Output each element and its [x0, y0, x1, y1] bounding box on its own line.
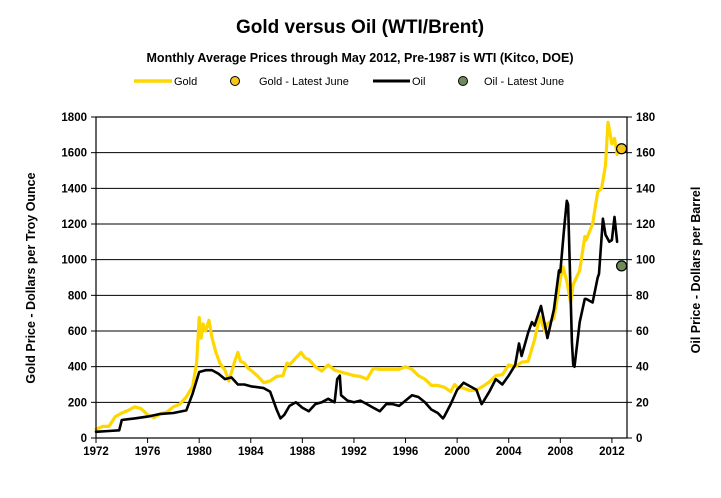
x-axis-ticks: 1972 1976 1980 1984 1988 1992 1996 2000 2004 2008… [83, 438, 625, 458]
x-tick-label: 1976 [135, 446, 161, 458]
left-tick-label: 1000 [61, 255, 87, 267]
x-tick-label: 1988 [290, 446, 316, 458]
chart-subtitle: Monthly Average Prices through May 2012,… [147, 51, 574, 65]
x-tick-label: 1996 [393, 446, 419, 458]
legend-gold-label: Gold [174, 76, 197, 88]
left-tick-label: 1200 [61, 219, 87, 231]
left-tick-label: 1800 [61, 112, 87, 124]
left-tick-label: 600 [68, 326, 87, 338]
x-tick-label: 2000 [444, 446, 470, 458]
left-tick-label: 1600 [61, 148, 87, 160]
gridlines [96, 152, 627, 403]
legend: Gold Gold - Latest June Oil Oil - Latest… [134, 76, 564, 88]
x-tick-label: 1984 [238, 446, 264, 458]
plot-area [95, 116, 628, 439]
x-tick-label: 2004 [496, 446, 522, 458]
right-tick-label: 180 [636, 112, 655, 124]
right-tick-label: 80 [636, 290, 649, 302]
left-axis-ticks: 0 200 400 600 800 1000 1200 1400 1600 1800 [61, 112, 96, 445]
right-tick-label: 160 [636, 148, 655, 160]
oil-series-line [94, 199, 619, 434]
right-tick-label: 60 [636, 326, 649, 338]
right-tick-label: 120 [636, 219, 655, 231]
series-layer [94, 120, 619, 434]
legend-gold-latest-label: Gold - Latest June [259, 76, 349, 88]
right-tick-label: 20 [636, 397, 649, 409]
right-tick-label: 140 [636, 183, 655, 195]
right-axis-ticks: 0 20 40 60 80 100 120 140 160 180 [627, 112, 655, 445]
legend-oil-latest-label: Oil - Latest June [484, 76, 564, 88]
marker-layer [615, 143, 628, 272]
right-tick-label: 100 [636, 255, 655, 267]
legend-oil-marker-swatch [458, 76, 468, 86]
left-tick-label: 0 [81, 433, 87, 445]
left-axis-label: Gold Price - Dollars per Troy Ounce [24, 172, 38, 383]
x-tick-label: 1992 [341, 446, 367, 458]
legend-gold-marker-swatch [230, 76, 240, 86]
gold-latest-june-marker [615, 143, 628, 155]
legend-oil-label: Oil [412, 76, 425, 88]
oil-latest-june-marker [615, 260, 628, 272]
left-tick-label: 1400 [61, 183, 87, 195]
left-tick-label: 400 [68, 362, 87, 374]
right-tick-label: 40 [636, 362, 649, 374]
chart-title: Gold versus Oil (WTI/Brent) [236, 17, 484, 38]
gold-series-line [94, 120, 619, 431]
x-tick-label: 2008 [548, 446, 574, 458]
x-tick-label: 1972 [83, 446, 109, 458]
right-tick-label: 0 [636, 433, 642, 445]
left-tick-label: 800 [68, 290, 87, 302]
x-tick-label: 1980 [186, 446, 212, 458]
left-tick-label: 200 [68, 397, 87, 409]
x-tick-label: 2012 [599, 446, 625, 458]
right-axis-label: Oil Price - Dollars per Barrel [689, 187, 703, 354]
